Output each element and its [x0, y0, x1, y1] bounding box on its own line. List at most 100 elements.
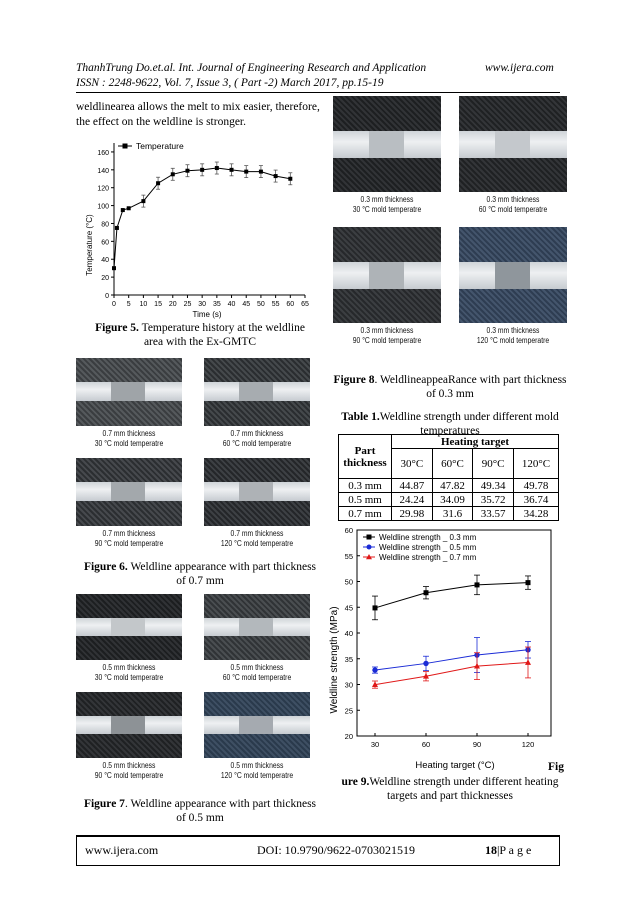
y-tick-label: 40: [345, 629, 353, 638]
table-cell: 35.72: [472, 492, 514, 507]
data-point: [112, 266, 116, 271]
data-point: [372, 681, 378, 688]
series-2: [372, 637, 531, 674]
data-point: [156, 181, 161, 186]
footer-page-number: 18|P a g e: [485, 843, 532, 857]
photo-label-temperature: 30 °C mold temperatre: [94, 439, 164, 448]
data-point: [423, 673, 429, 679]
x-tick-label: 35: [213, 301, 221, 308]
running-header: ThanhTrung Do.et.al. Int. Journal of Eng…: [76, 62, 427, 74]
table-row: 0.7 mm 29.98 31.6 33.57 34.28: [338, 506, 560, 521]
photo-label-temperature: 30 °C mold temperatre: [352, 205, 422, 214]
data-point: [229, 167, 234, 172]
photo-label-thickness: 0.3 mm thickness: [486, 326, 540, 335]
y-tick-label: 55: [345, 552, 353, 561]
x-axis-label: Heating target (°C): [415, 760, 494, 771]
caption-text: . Weldline appearance with part thicknes…: [124, 798, 317, 810]
photo-label-thickness: 0.7 mm thickness: [230, 529, 284, 538]
caption-text: of 0.5 mm: [176, 812, 224, 824]
data-point: [372, 667, 378, 673]
table-cell: 0.7 mm: [338, 506, 392, 521]
caption-label: Table 1.: [341, 411, 380, 423]
table-row: 0.3 mm 44.87 47.82 49.34 49.78: [338, 478, 560, 493]
data-point: [200, 167, 205, 172]
table-cell: 24.24: [391, 492, 433, 507]
caption-label: Figure 5.: [95, 322, 139, 334]
legend-entry: Weldline strength _ 0.3 mm: [363, 533, 477, 542]
legend-entry: Weldline strength _ 0.7 mm: [363, 553, 477, 562]
y-tick-label: 45: [345, 603, 353, 612]
caption-text: Weldline strength under different mold: [379, 411, 559, 423]
table-cell: 33.57: [472, 506, 514, 521]
data-point: [126, 206, 131, 211]
legend-marker: [366, 544, 372, 550]
x-axis-label: Time (s): [192, 310, 221, 319]
series-3: [372, 646, 531, 689]
y-tick-label: 100: [97, 204, 109, 211]
x-tick-label: 10: [139, 301, 147, 308]
photo-label-temperature: 90 °C mold temperatre: [94, 771, 164, 780]
y-tick-label: 60: [101, 239, 109, 246]
issn-line: ISSN : 2248-9622, Vol. 7, Issue 3, ( Par…: [76, 77, 384, 89]
table-cell: 34.28: [512, 506, 560, 521]
x-tick-label: 20: [169, 301, 177, 308]
photo-label-temperature: 30 °C mold temperatre: [94, 673, 164, 682]
footer-doi: DOI: 10.9790/9622-0703021519: [257, 843, 415, 857]
caption-text: of 0.3 mm: [426, 388, 474, 400]
weldline-strength-chart: Weldline strength (MPa) Heating target (…: [329, 526, 552, 771]
photo-label-thickness: 0.3 mm thickness: [360, 326, 414, 335]
series-1: [372, 574, 531, 621]
data-point: [120, 208, 125, 213]
data-point: [170, 172, 175, 177]
weldline-photo: [459, 96, 567, 192]
data-point: [141, 199, 146, 204]
data-point: [258, 169, 263, 174]
chart-axes: 0 20 40 60 80 100 120 140 160 0 5 10 15 20 25 30 35 40 45 5…: [97, 143, 309, 308]
caption-text: area with the Ex-GMTC: [143, 336, 257, 348]
weldline-photo: [76, 358, 182, 426]
weldline-photo: [76, 692, 182, 758]
photo-label-temperature: 60 °C mold temperatre: [222, 673, 292, 682]
photo-label-thickness: 0.7 mm thickness: [230, 429, 284, 438]
figure-7-grid: 0.5 mm thickness 30 °C mold temperatre 0.5…: [76, 594, 324, 794]
x-tick-label: 50: [257, 301, 265, 308]
weldline-photo: [204, 594, 310, 660]
y-tick-label: 20: [101, 275, 109, 282]
table-cell: 36.74: [512, 492, 560, 507]
y-tick-label: 80: [101, 221, 109, 228]
caption-text: targets and part thicknesses: [387, 790, 513, 802]
table-cell: 31.6: [431, 506, 474, 521]
data-point: [474, 662, 480, 669]
temperature-line: [113, 167, 291, 269]
journal-website[interactable]: www.ijera.com: [485, 62, 554, 74]
caption-text: Weldline strength under different heatin…: [369, 776, 559, 788]
chart-legend: Temperature: [118, 141, 184, 151]
table-column-header: 90°C: [472, 448, 514, 479]
caption-label: Figure 8: [333, 374, 375, 386]
y-axis-label: Weldline strength (MPa): [329, 606, 340, 713]
photo-label-thickness: 0.7 mm thickness: [102, 429, 156, 438]
y-tick-label: 50: [345, 578, 353, 587]
table-row: 0.5 mm 24.24 34.09 35.72 36.74: [338, 492, 560, 507]
x-tick-label: 65: [301, 301, 309, 308]
photo-label-thickness: 0.5 mm thickness: [102, 761, 156, 770]
table-column-header: 30°C: [391, 448, 433, 479]
legend-label: Temperature: [136, 141, 184, 151]
data-point: [423, 660, 429, 667]
weldline-photo: [333, 227, 441, 323]
x-tick-label: 15: [154, 301, 162, 308]
x-tick-label: 40: [228, 301, 236, 308]
data-point: [423, 590, 429, 596]
footer-website[interactable]: www.ijera.com: [85, 843, 159, 857]
page-footer: www.ijera.com DOI: 10.9790/9622-07030215…: [76, 835, 560, 866]
figure-9-caption: ure 9.Weldline strength under different …: [333, 775, 567, 803]
photo-label-thickness: 0.5 mm thickness: [230, 663, 284, 672]
table-row-header: Part thickness: [338, 434, 392, 479]
figure-5-caption: Figure 5. Temperature history at the wel…: [80, 321, 320, 349]
data-point: [273, 174, 278, 179]
photo-label-temperature: 60 °C mold temperatre: [478, 205, 548, 214]
y-tick-label: 35: [345, 655, 353, 664]
header-rule: [76, 92, 560, 93]
table-cell: 44.87: [391, 478, 433, 493]
x-tick-label: 45: [242, 301, 250, 308]
